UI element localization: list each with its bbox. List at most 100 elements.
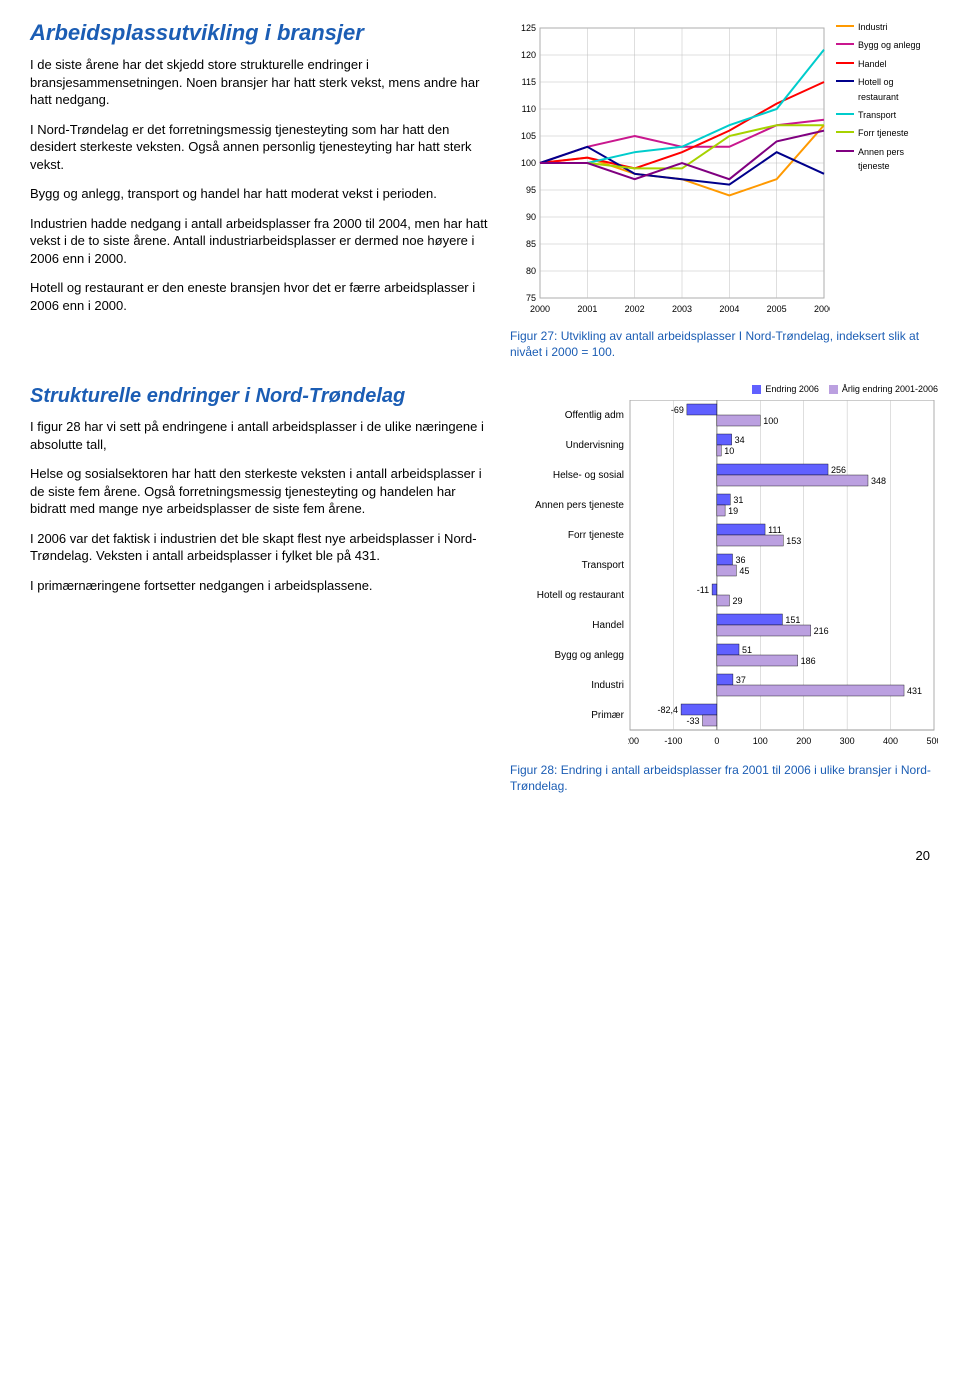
svg-text:120: 120 [521, 50, 536, 60]
section1-p5: Hotell og restaurant er den eneste brans… [30, 279, 490, 314]
legend-item: Transport [836, 108, 930, 122]
fig27-svg: 75 80 85 90 95 100 105 110 115 120 125 2000 2001 2002… [510, 20, 830, 320]
svg-text:-200: -200 [628, 736, 639, 746]
section1-p1: I de siste årene har det skjedd store st… [30, 56, 490, 109]
svg-text:348: 348 [871, 476, 886, 486]
svg-text:90: 90 [526, 212, 536, 222]
svg-text:200: 200 [796, 736, 811, 746]
svg-text:500: 500 [926, 736, 938, 746]
fig28-category-labels: Offentlig admUndervisningHelse- og sosia… [510, 400, 628, 757]
svg-text:153: 153 [786, 536, 801, 546]
svg-text:-69: -69 [671, 405, 684, 415]
svg-text:85: 85 [526, 239, 536, 249]
svg-text:2000: 2000 [530, 304, 550, 314]
bar-category-label: Undervisning [510, 430, 624, 460]
section1-p3: Bygg og anlegg, transport og handel har … [30, 185, 490, 203]
svg-text:151: 151 [785, 615, 800, 625]
svg-text:31: 31 [733, 495, 743, 505]
legend-label: Forr tjeneste [858, 126, 909, 140]
legend-item: Endring 2006 [752, 384, 819, 394]
legend-item: Annen pers tjeneste [836, 145, 930, 174]
page-number: 20 [30, 848, 930, 863]
svg-text:110: 110 [522, 104, 536, 114]
legend-item: Årlig endring 2001-2006 [829, 384, 938, 394]
svg-text:10: 10 [724, 446, 734, 456]
fig27-legend: Industri Bygg og anlegg Handel Hotell og re… [836, 20, 930, 323]
bar-category-label: Forr tjeneste [510, 520, 624, 550]
legend-swatch [836, 25, 854, 27]
svg-text:2003: 2003 [672, 304, 692, 314]
svg-text:115: 115 [522, 77, 536, 87]
section2-p2: Helse og sosialsektoren har hatt den ste… [30, 465, 490, 518]
legend-item: Handel [836, 57, 930, 71]
svg-text:186: 186 [801, 656, 816, 666]
svg-text:80: 80 [526, 266, 536, 276]
svg-text:431: 431 [907, 686, 922, 696]
svg-text:125: 125 [521, 23, 536, 33]
svg-text:216: 216 [814, 626, 829, 636]
bar-category-label: Transport [510, 550, 624, 580]
svg-text:45: 45 [739, 566, 749, 576]
svg-text:75: 75 [526, 293, 536, 303]
bar-category-label: Bygg og anlegg [510, 640, 624, 670]
legend-label: Hotell og restaurant [858, 75, 930, 104]
bar-category-label: Primær [510, 700, 624, 730]
svg-text:-11: -11 [697, 585, 709, 595]
svg-text:300: 300 [840, 736, 855, 746]
svg-text:2002: 2002 [625, 304, 645, 314]
svg-text:34: 34 [735, 435, 745, 445]
legend-label: Endring 2006 [765, 384, 819, 394]
svg-text:0: 0 [714, 736, 719, 746]
legend-label: Bygg og anlegg [858, 38, 921, 52]
bar-category-label: Annen pers tjeneste [510, 490, 624, 520]
fig28-caption: Figur 28: Endring i antall arbeidsplasse… [510, 763, 938, 794]
section2-p3: I 2006 var det faktisk i industrien det … [30, 530, 490, 565]
section1-heading: Arbeidsplassutvikling i bransjer [30, 20, 490, 46]
svg-text:51: 51 [742, 645, 752, 655]
svg-text:111: 111 [768, 525, 782, 535]
svg-text:37: 37 [736, 675, 746, 685]
legend-label: Årlig endring 2001-2006 [842, 384, 938, 394]
legend-swatch [836, 43, 854, 45]
svg-text:2005: 2005 [767, 304, 787, 314]
fig27-caption: Figur 27: Utvikling av antall arbeidspla… [510, 329, 930, 360]
legend-item: Forr tjeneste [836, 126, 930, 140]
svg-text:2001: 2001 [577, 304, 597, 314]
section2-p4: I primærnæringene fortsetter nedgangen i… [30, 577, 490, 595]
fig28-svg: -200-1000100200300400500-691003410256348… [628, 400, 938, 754]
svg-text:95: 95 [526, 185, 536, 195]
legend-label: Annen pers tjeneste [858, 145, 930, 174]
legend-label: Handel [858, 57, 887, 71]
legend-item: Bygg og anlegg [836, 38, 930, 52]
legend-swatch [836, 80, 854, 82]
svg-text:100: 100 [763, 416, 778, 426]
svg-text:19: 19 [728, 506, 738, 516]
bar-category-label: Offentlig adm [510, 400, 624, 430]
section1-p4: Industrien hadde nedgang i antall arbeid… [30, 215, 490, 268]
bar-category-label: Hotell og restaurant [510, 580, 624, 610]
svg-text:100: 100 [753, 736, 768, 746]
svg-text:2004: 2004 [719, 304, 739, 314]
section1-p2: I Nord-Trøndelag er det forretningsmessi… [30, 121, 490, 174]
bar-category-label: Handel [510, 610, 624, 640]
fig28-chart: Offentlig admUndervisningHelse- og sosia… [510, 400, 938, 757]
svg-text:36: 36 [735, 555, 745, 565]
legend-swatch [836, 131, 854, 133]
legend-swatch [836, 113, 854, 115]
legend-swatch [829, 385, 838, 394]
fig28-legend: Endring 2006 Årlig endring 2001-2006 [510, 384, 938, 394]
svg-text:-82,4: -82,4 [658, 705, 679, 715]
legend-label: Industri [858, 20, 888, 34]
fig27-chart: 75 80 85 90 95 100 105 110 115 120 125 2000 2001 2002… [510, 20, 930, 323]
legend-item: Hotell og restaurant [836, 75, 930, 104]
legend-swatch [836, 150, 854, 152]
bar-category-label: Helse- og sosial [510, 460, 624, 490]
svg-text:400: 400 [883, 736, 898, 746]
svg-text:100: 100 [521, 158, 536, 168]
svg-text:-100: -100 [664, 736, 682, 746]
legend-swatch [752, 385, 761, 394]
legend-item: Industri [836, 20, 930, 34]
svg-text:105: 105 [521, 131, 536, 141]
section2-p1: I figur 28 har vi sett på endringene i a… [30, 418, 490, 453]
svg-text:-33: -33 [687, 716, 700, 726]
